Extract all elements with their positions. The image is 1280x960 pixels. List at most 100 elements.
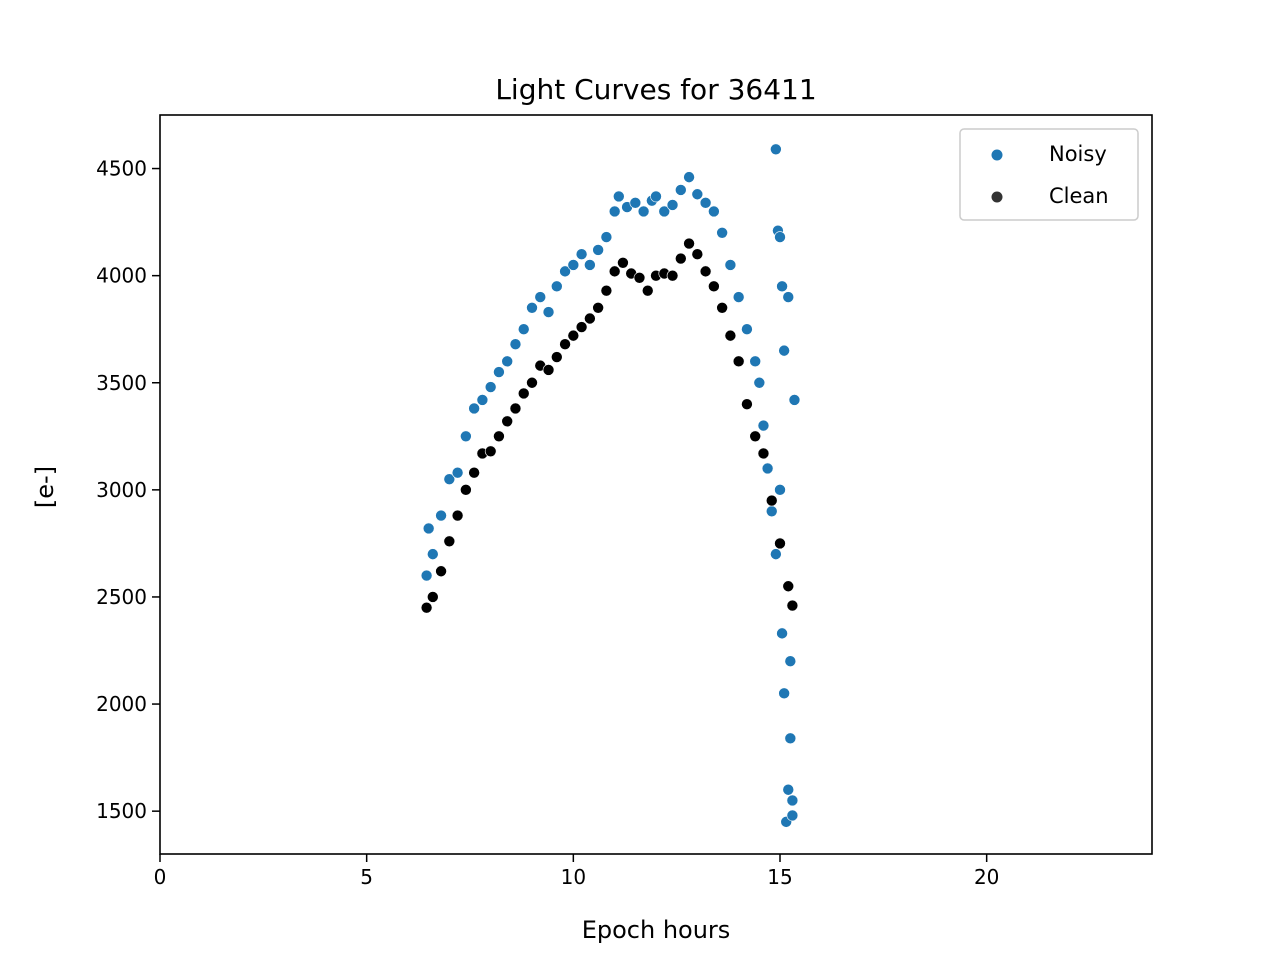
y-tick-label: 1500: [96, 799, 147, 823]
clean-point: [509, 402, 522, 415]
noisy-point: [592, 244, 604, 256]
y-tick-label: 3000: [96, 478, 147, 502]
y-axis-ticks: 1500 2000 2500 3000 3500 4000 4500: [96, 157, 160, 823]
x-tick-label: 5: [360, 865, 373, 889]
noisy-point: [774, 484, 786, 496]
noisy-point: [426, 548, 439, 560]
noisy-point: [493, 366, 505, 378]
noisy-point: [782, 783, 795, 796]
clean-point: [567, 329, 580, 342]
clean-point: [674, 252, 687, 265]
noisy-point: [770, 548, 782, 560]
y-tick-label: 4500: [96, 157, 147, 181]
noisy-point: [422, 522, 435, 535]
clean-point: [600, 284, 613, 297]
legend-box: [959, 128, 1139, 221]
noisy-point: [435, 509, 447, 522]
y-tick-label: 3500: [96, 371, 147, 395]
x-tick-label: 20: [974, 865, 999, 889]
noisy-point: [526, 301, 538, 314]
noisy-point: [784, 732, 797, 745]
noisy-point: [691, 188, 704, 201]
noisy-point: [542, 306, 555, 318]
clean-point: [786, 599, 799, 612]
legend: Noisy Clean: [959, 128, 1139, 221]
clean-point: [699, 265, 712, 278]
y-tick-label: 4000: [96, 264, 147, 288]
noisy-point: [451, 466, 464, 479]
clean-point: [608, 265, 621, 278]
clean-point: [584, 312, 596, 325]
clean-point: [666, 269, 679, 282]
noisy-point: [778, 344, 790, 357]
noisy-point: [784, 655, 797, 668]
noisy-point: [716, 227, 728, 239]
noisy-point: [559, 265, 571, 278]
clean-point: [435, 565, 447, 578]
clean-series: [420, 237, 799, 614]
noisy-point: [699, 197, 712, 209]
clean-point: [559, 338, 571, 350]
noisy-point: [757, 419, 770, 432]
clean-point: [420, 601, 433, 614]
clean-point: [691, 248, 704, 261]
legend-marker-clean: [991, 191, 1003, 203]
noisy-point: [567, 259, 580, 271]
noisy-point: [476, 394, 489, 406]
noisy-point: [584, 259, 596, 271]
clean-point: [517, 387, 530, 400]
x-axis-ticks: 0 5 10 15 20: [154, 854, 999, 889]
clean-point: [526, 376, 538, 389]
noisy-point: [674, 184, 687, 196]
clean-point: [757, 447, 770, 460]
clean-point: [493, 430, 505, 443]
clean-point: [468, 466, 480, 479]
x-tick-label: 15: [767, 865, 792, 889]
clean-point: [724, 329, 737, 342]
noisy-point: [517, 323, 530, 336]
y-tick-label: 2500: [96, 585, 147, 609]
noisy-point: [629, 197, 642, 209]
clean-point: [716, 301, 728, 314]
noisy-point: [788, 394, 801, 406]
noisy-point: [443, 473, 456, 485]
noisy-point: [484, 381, 497, 393]
x-tick-label: 10: [561, 865, 586, 889]
noisy-point: [608, 205, 621, 218]
plot-area: [159, 114, 1153, 855]
noisy-point: [778, 687, 790, 700]
noisy-point: [786, 794, 799, 807]
y-tick-label: 2000: [96, 692, 147, 716]
noisy-point: [420, 569, 433, 582]
noisy-point: [683, 171, 695, 183]
noisy-point: [774, 231, 786, 243]
noisy-point: [575, 248, 588, 261]
noisy-point: [770, 143, 782, 156]
clean-point: [782, 580, 795, 593]
clean-point: [633, 271, 646, 284]
clean-point: [426, 591, 439, 603]
noisy-point: [761, 462, 774, 475]
noisy-point: [741, 323, 753, 336]
clean-point: [617, 256, 629, 269]
noisy-point: [776, 280, 788, 293]
noisy-point: [550, 280, 563, 293]
legend-label-clean: Clean: [1049, 184, 1109, 208]
x-tick-label: 0: [154, 865, 167, 889]
noisy-point: [468, 402, 480, 415]
noisy-point: [782, 291, 795, 303]
noisy-point: [612, 190, 625, 203]
noisy-point: [658, 205, 671, 218]
noisy-point: [666, 199, 679, 211]
noisy-point: [776, 627, 788, 640]
clean-point: [774, 537, 786, 550]
clean-point: [501, 415, 514, 428]
noisy-point: [509, 338, 522, 350]
noisy-point: [732, 291, 745, 303]
clean-point: [732, 355, 745, 368]
noisy-point: [708, 205, 720, 218]
noisy-point: [786, 809, 799, 822]
chart-title: Light Curves for 36411: [495, 73, 816, 106]
clean-point: [749, 430, 762, 443]
